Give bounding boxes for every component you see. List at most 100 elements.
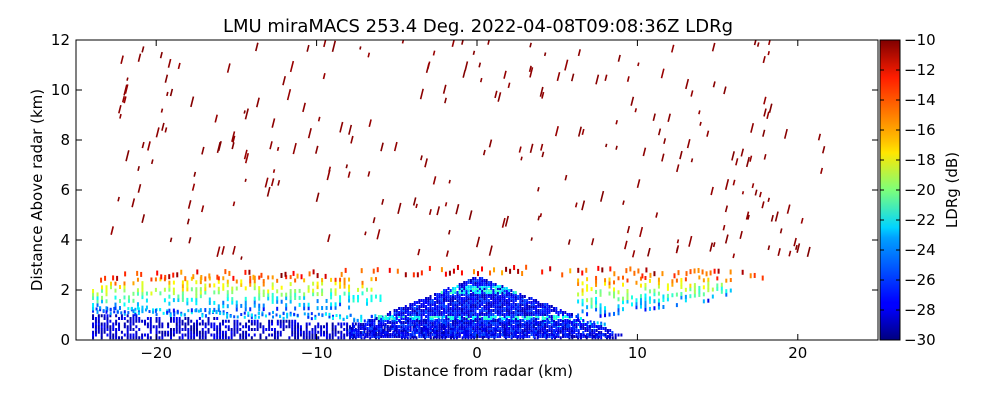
radar-gate [503,317,506,320]
radar-gate [190,325,193,329]
radar-gate [418,299,421,302]
radar-gate [577,299,580,304]
radar-gate [195,328,198,331]
radar-gate [271,333,274,337]
radar-gate [265,328,268,331]
radar-gate [438,329,441,332]
radar-gate [508,291,511,294]
radar-gate [481,321,484,324]
radar-gate [586,287,589,292]
radar-gate [601,267,604,273]
radar-gate [467,317,470,320]
radar-gate [508,319,511,322]
radar-gate [384,323,387,326]
radar-gate [268,322,271,326]
radar-gate [478,277,481,280]
radar-gate [490,295,493,298]
radar-gate [478,291,481,294]
echo-streak [741,191,745,195]
radar-gate [217,276,220,281]
radar-gate [132,333,135,337]
radar-gate [653,306,656,311]
radar-gate [544,319,547,322]
radar-gate [328,333,331,337]
radar-gate [595,296,598,301]
radar-gate [166,309,169,313]
radar-gate [305,328,308,331]
radar-gate [562,321,565,324]
radar-gate [386,317,389,320]
radar-gate [395,327,398,330]
radar-gate [689,283,692,288]
radar-gate [481,279,484,282]
radar-gate [595,279,598,284]
radar-gate [236,322,239,326]
radar-gate [562,319,565,322]
radar-gate [483,329,486,332]
radar-gate [644,293,647,298]
radar-gate [478,305,481,308]
radar-gate [499,329,502,332]
radar-gate [144,322,147,326]
radar-gate [340,330,343,334]
radar-gate [346,325,349,329]
radar-gate [279,333,282,337]
radar-gate [193,328,196,331]
radar-gate [235,286,238,291]
radar-gate [250,322,253,326]
radar-gate [208,276,211,281]
radar-gate [177,294,180,299]
radar-gate [535,299,538,302]
radar-gate [373,325,376,328]
colorbar-tick-label: −24 [904,241,936,259]
radar-gate [331,322,334,326]
radar-gate [391,317,394,320]
radar-gate [557,327,560,330]
radar-gate [377,321,380,324]
radar-gate [195,287,198,292]
radar-gate [190,328,193,331]
radar-gate [458,333,461,336]
radar-gate [514,315,517,318]
radar-gate [451,301,454,304]
radar-gate [494,311,497,314]
radar-gate [530,315,533,318]
radar-gate [548,307,551,310]
radar-gate [118,317,121,320]
radar-gate [586,284,589,289]
radar-gate [164,333,167,337]
radar-gate [525,264,528,270]
echo-streak [604,74,608,82]
radar-gate [541,315,544,318]
radar-gate [445,333,448,336]
radar-gate [221,322,224,326]
radar-gate [411,309,414,312]
radar-gate [129,325,132,329]
radar-gate [494,319,497,322]
radar-gate [161,325,164,329]
radar-gate [420,335,423,338]
radar-gate [377,323,380,326]
radar-gate [725,292,728,297]
echo-streak [131,198,136,208]
radar-gate [447,297,450,300]
radar-gate [120,336,123,340]
radar-gate [442,297,445,300]
radar-gate [409,307,412,310]
radar-gate [100,322,103,326]
echo-streak [670,44,675,53]
radar-gate [490,315,493,318]
radar-gate [382,321,385,324]
echo-streak [141,46,145,53]
radar-gate [193,330,196,334]
radar-gate [512,325,515,328]
echo-streak [786,204,791,214]
radar-gate [503,309,506,312]
radar-gate [391,335,394,338]
radar-gate [460,327,463,330]
radar-gate [458,291,461,294]
radar-gate [273,333,276,337]
radar-gate [537,317,540,320]
echo-streak [667,113,671,122]
radar-gate [653,292,656,297]
